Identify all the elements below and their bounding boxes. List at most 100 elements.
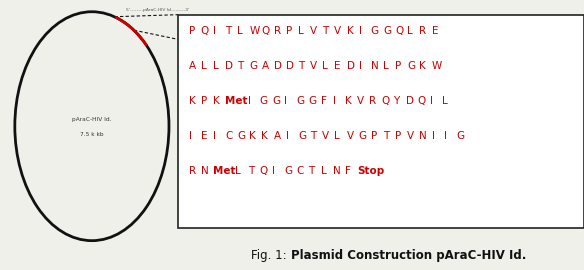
- Text: 7.5 k kb: 7.5 k kb: [80, 133, 104, 137]
- Text: P: P: [395, 131, 401, 141]
- Text: L: L: [383, 61, 389, 71]
- Text: D: D: [274, 61, 281, 71]
- Text: P: P: [189, 26, 195, 36]
- Text: I: I: [359, 61, 361, 71]
- Text: E: E: [335, 61, 341, 71]
- Text: T: T: [308, 166, 315, 176]
- Text: I: I: [333, 96, 336, 106]
- Text: D: D: [286, 61, 294, 71]
- Text: Plasmid Construction pAraC-HIV Id.: Plasmid Construction pAraC-HIV Id.: [290, 249, 526, 262]
- Text: 5'--------pAraC-HIV Id.--------3': 5'--------pAraC-HIV Id.--------3': [126, 8, 190, 12]
- Text: I: I: [359, 26, 361, 36]
- Text: I: I: [213, 131, 216, 141]
- Text: P: P: [395, 61, 401, 71]
- Text: A: A: [262, 61, 269, 71]
- Text: L: L: [235, 166, 241, 176]
- Text: V: V: [357, 96, 364, 106]
- Text: pAraC-HIV Id.: pAraC-HIV Id.: [72, 117, 112, 122]
- Text: L: L: [322, 61, 328, 71]
- Text: I: I: [248, 96, 251, 106]
- Text: G: G: [371, 26, 379, 36]
- Text: I: I: [272, 166, 275, 176]
- Text: Q: Q: [262, 26, 270, 36]
- Text: K: K: [213, 96, 220, 106]
- Text: V: V: [310, 26, 317, 36]
- Text: N: N: [333, 166, 340, 176]
- Text: F: F: [345, 166, 351, 176]
- Text: G: G: [383, 26, 391, 36]
- Bar: [178, 15, 584, 228]
- Text: R: R: [369, 96, 376, 106]
- Text: I: I: [444, 131, 447, 141]
- Text: T: T: [310, 131, 317, 141]
- Text: G: G: [249, 61, 258, 71]
- Text: R: R: [189, 166, 196, 176]
- Text: G: G: [272, 96, 280, 106]
- Text: I: I: [189, 131, 192, 141]
- Text: L: L: [407, 26, 413, 36]
- Text: L: L: [298, 26, 304, 36]
- Text: P: P: [371, 131, 377, 141]
- Text: W: W: [249, 26, 259, 36]
- Text: P: P: [286, 26, 292, 36]
- Text: T: T: [383, 131, 390, 141]
- Text: C: C: [296, 166, 304, 176]
- Text: I: I: [286, 131, 288, 141]
- Text: N: N: [201, 166, 208, 176]
- Text: V: V: [346, 131, 354, 141]
- Text: G: G: [237, 131, 245, 141]
- Text: G: G: [296, 96, 304, 106]
- Text: L: L: [201, 61, 207, 71]
- Text: K: K: [189, 96, 195, 106]
- Text: A: A: [274, 131, 281, 141]
- Text: Q: Q: [260, 166, 268, 176]
- Text: N: N: [371, 61, 378, 71]
- Text: G: G: [284, 166, 292, 176]
- Text: L: L: [442, 96, 448, 106]
- Text: T: T: [237, 61, 244, 71]
- Text: Q: Q: [395, 26, 404, 36]
- Text: R: R: [419, 26, 426, 36]
- Text: T: T: [298, 61, 304, 71]
- Text: R: R: [274, 26, 281, 36]
- Text: V: V: [322, 131, 329, 141]
- Text: Met: Met: [213, 166, 235, 176]
- Text: E: E: [432, 26, 438, 36]
- Text: G: G: [359, 131, 367, 141]
- Text: I: I: [284, 96, 287, 106]
- Text: I: I: [213, 26, 216, 36]
- Text: D: D: [406, 96, 413, 106]
- Text: Q: Q: [201, 26, 209, 36]
- Text: K: K: [346, 26, 353, 36]
- Text: L: L: [335, 131, 340, 141]
- Text: L: L: [237, 26, 243, 36]
- Text: P: P: [201, 96, 207, 106]
- Text: T: T: [248, 166, 254, 176]
- Text: K: K: [262, 131, 268, 141]
- Text: Q: Q: [381, 96, 390, 106]
- Text: D: D: [225, 61, 233, 71]
- Text: G: G: [298, 131, 306, 141]
- Text: I: I: [430, 96, 433, 106]
- Text: V: V: [407, 131, 415, 141]
- Text: L: L: [321, 166, 326, 176]
- Text: G: G: [407, 61, 415, 71]
- Text: Fig. 1:: Fig. 1:: [251, 249, 290, 262]
- Text: V: V: [310, 61, 317, 71]
- Text: Met: Met: [225, 96, 248, 106]
- Text: Stop: Stop: [357, 166, 384, 176]
- Text: A: A: [189, 61, 196, 71]
- Text: E: E: [201, 131, 207, 141]
- Text: C: C: [225, 131, 232, 141]
- Text: W: W: [432, 61, 442, 71]
- Text: L: L: [213, 61, 218, 71]
- Text: G: G: [456, 131, 464, 141]
- Text: D: D: [346, 61, 354, 71]
- Text: N: N: [419, 131, 427, 141]
- Text: I: I: [432, 131, 434, 141]
- Text: T: T: [322, 26, 328, 36]
- Text: K: K: [249, 131, 256, 141]
- Text: Y: Y: [394, 96, 399, 106]
- Text: V: V: [335, 26, 342, 36]
- Text: K: K: [419, 61, 426, 71]
